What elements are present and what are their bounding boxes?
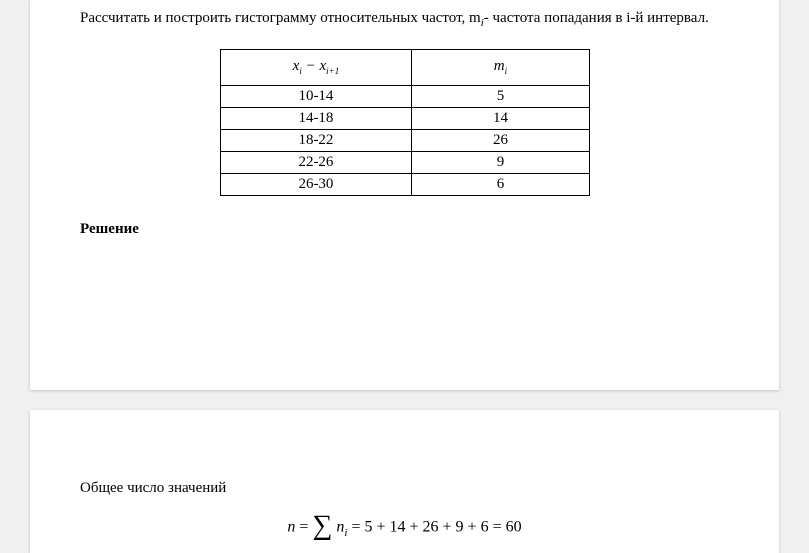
formula-sigma: ∑ [312, 510, 332, 541]
table-container: xi − xi+1 mi 10-14 5 14-18 14 18-22 [80, 49, 729, 196]
cell-freq: 9 [412, 151, 589, 173]
intro-text-part1b: - частота [484, 10, 541, 26]
header-minus: − [302, 58, 320, 74]
table-row: 18-22 26 [220, 129, 589, 151]
frequency-table: xi − xi+1 mi 10-14 5 14-18 14 18-22 [220, 49, 590, 196]
solution-heading: Решение [80, 221, 729, 238]
intro-text-part1: Рассчитать и построить гистограмму относ… [80, 10, 481, 26]
total-count-text: Общее число значений [80, 480, 729, 497]
header-i2: i+1 [326, 66, 339, 76]
formula-eq1: = [295, 519, 312, 536]
cell-freq: 26 [412, 129, 589, 151]
cell-interval: 10-14 [220, 85, 412, 107]
header-m: m [494, 58, 505, 74]
page-2: Общее число значений n = ∑ ni = 5 + 14 +… [30, 410, 779, 553]
formula-sum: n = ∑ ni = 5 + 14 + 26 + 9 + 6 = 60 [80, 512, 729, 544]
header-mi: i [505, 66, 508, 76]
formula-calc: = 5 + 14 + 26 + 9 + 6 = 60 [347, 519, 521, 536]
cell-interval: 26-30 [220, 173, 412, 195]
table-row: 14-18 14 [220, 107, 589, 129]
table-row: 26-30 6 [220, 173, 589, 195]
intro-paragraph: Рассчитать и построить гистограмму относ… [80, 0, 729, 31]
cell-interval: 18-22 [220, 129, 412, 151]
cell-freq: 6 [412, 173, 589, 195]
table-row: 22-26 9 [220, 151, 589, 173]
cell-interval: 22-26 [220, 151, 412, 173]
table-row: 10-14 5 [220, 85, 589, 107]
cell-interval: 14-18 [220, 107, 412, 129]
header-freq: mi [412, 49, 589, 85]
table-header-row: xi − xi+1 mi [220, 49, 589, 85]
cell-freq: 5 [412, 85, 589, 107]
header-interval: xi − xi+1 [220, 49, 412, 85]
intro-text-part2: попадания в i-й интервал. [544, 10, 709, 26]
table-body: 10-14 5 14-18 14 18-22 26 22-26 9 26-30 [220, 85, 589, 195]
page-1: Рассчитать и построить гистограмму относ… [30, 0, 779, 390]
cell-freq: 14 [412, 107, 589, 129]
